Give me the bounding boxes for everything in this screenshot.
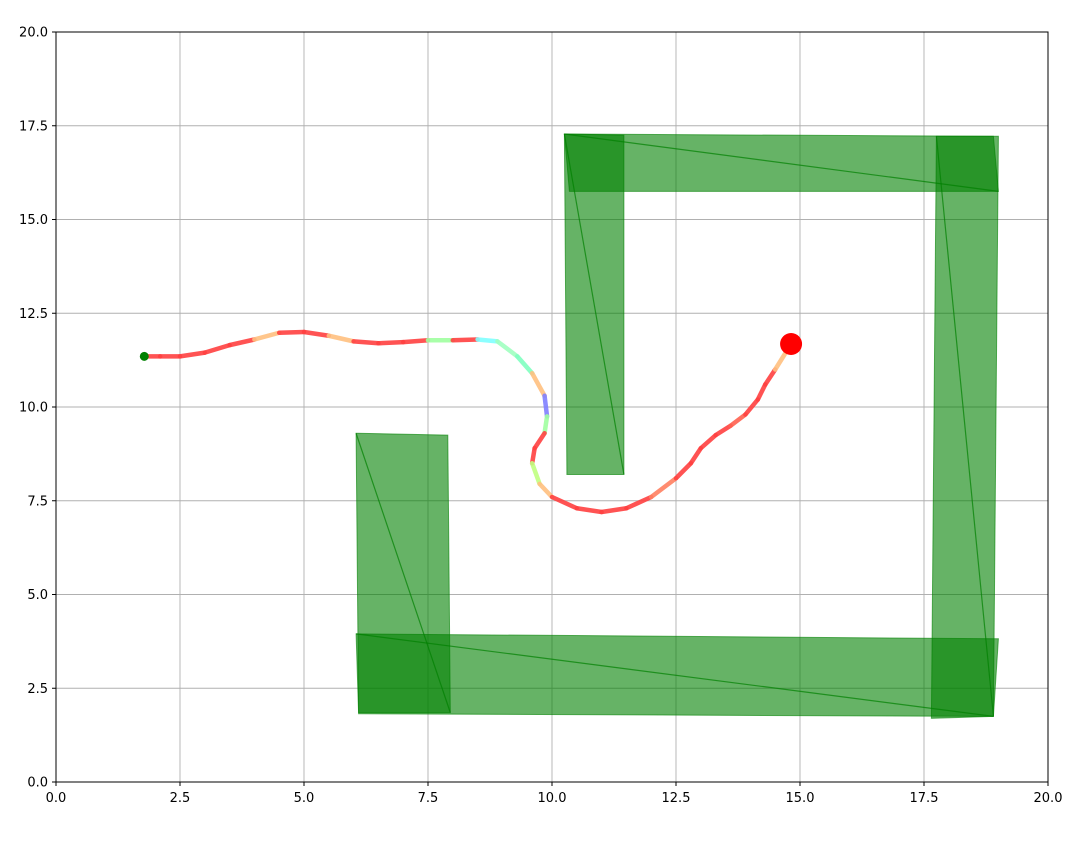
path-segment — [743, 397, 761, 417]
path-segment — [177, 350, 208, 359]
path-segment — [728, 412, 748, 428]
path-segment — [376, 339, 406, 346]
start-point — [139, 351, 149, 361]
x-tick-label: 0.0 — [46, 791, 67, 806]
axis-layer: 0.0 2.5 5.0 7.5 10.0 12.5 15.0 17.5 20.0 0.0 2.5 5.… — [19, 26, 1062, 807]
path-segment — [529, 371, 547, 398]
obstacle-diagonal — [935, 136, 995, 717]
path-segment — [574, 506, 604, 515]
path-layer — [142, 329, 794, 515]
point-layer — [139, 333, 803, 361]
path-segment — [698, 432, 718, 451]
path-segment — [755, 382, 768, 402]
x-tick-label: 10.0 — [538, 791, 567, 806]
y-tick-label: 12.5 — [19, 307, 48, 322]
path-segment — [400, 338, 431, 345]
path-segment — [763, 367, 778, 387]
path-segment — [624, 494, 654, 511]
path-segment — [529, 446, 537, 466]
path-segment — [351, 339, 381, 346]
path-segment — [202, 342, 232, 355]
path-segment — [276, 329, 307, 335]
path-segment — [532, 431, 547, 451]
x-tick-label: 2.5 — [170, 791, 191, 806]
y-tick-label: 5.0 — [27, 588, 48, 603]
path-segment — [450, 337, 480, 343]
path-segment — [495, 339, 520, 359]
path-segment — [599, 506, 629, 515]
x-tick-label: 12.5 — [662, 791, 691, 806]
y-tick-label: 10.0 — [19, 401, 48, 416]
y-tick-label: 0.0 — [27, 776, 48, 791]
path-segment — [301, 329, 332, 338]
y-tick-label: 15.0 — [19, 213, 48, 228]
goal-point — [780, 333, 803, 355]
path-segment — [648, 476, 679, 500]
path-segment — [713, 423, 733, 438]
y-tick-label: 20.0 — [19, 26, 48, 41]
path-segment — [529, 461, 542, 487]
y-tick-label: 7.5 — [27, 494, 48, 509]
path-segment — [515, 354, 535, 376]
path-segment — [537, 481, 555, 500]
y-tick-label: 17.5 — [19, 119, 48, 134]
path-segment — [673, 461, 694, 481]
path-segment — [252, 330, 282, 342]
obstacle-layer — [355, 133, 999, 719]
obstacle-diagonal — [564, 133, 999, 192]
path-segment — [549, 494, 580, 511]
path-segment — [542, 393, 550, 419]
path-segment — [688, 446, 704, 466]
path-segment — [326, 333, 356, 344]
x-tick-label: 20.0 — [1034, 791, 1063, 806]
x-tick-label: 15.0 — [786, 791, 815, 806]
x-tick-label: 17.5 — [910, 791, 939, 806]
x-tick-label: 5.0 — [294, 791, 315, 806]
x-tick-label: 7.5 — [418, 791, 439, 806]
y-tick-label: 2.5 — [27, 682, 48, 697]
path-segment — [542, 414, 550, 436]
path-segment — [475, 337, 500, 344]
axes-frame — [55, 31, 1049, 783]
path-segment — [227, 337, 257, 348]
obstacle-diagonal — [356, 633, 994, 717]
